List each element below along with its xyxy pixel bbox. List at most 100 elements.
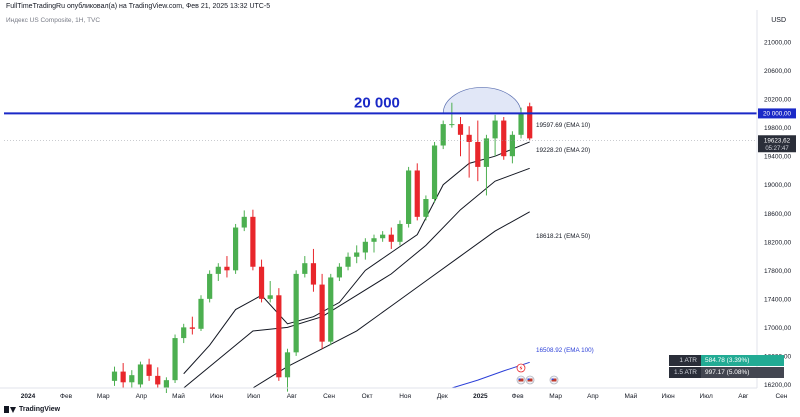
publisher-line: FullTimeTradingRu опубликовал(а) на Trad… bbox=[6, 3, 271, 10]
time-tick-label: Май bbox=[625, 392, 638, 400]
candle-body bbox=[345, 256, 351, 267]
candle-body bbox=[224, 266, 230, 271]
candle-body bbox=[267, 295, 273, 299]
tradingview-logo[interactable]: TradingView bbox=[4, 406, 60, 413]
price-tick-label: 20200,00 bbox=[764, 97, 791, 104]
candle-body bbox=[163, 380, 169, 388]
candle-body bbox=[250, 216, 256, 267]
price-tick-label: 19800,00 bbox=[764, 125, 791, 132]
candle-body bbox=[319, 284, 325, 342]
candle-body bbox=[336, 266, 342, 278]
flag-canton-icon bbox=[518, 378, 521, 380]
candle-body bbox=[371, 238, 377, 242]
atr-panel: 1 ATR 584.78 (3.39%) 1.5 ATR 997.17 (5.0… bbox=[669, 355, 784, 379]
event-icons bbox=[516, 363, 559, 385]
ema-line bbox=[451, 361, 530, 389]
atr-row: 1 ATR 584.78 (3.39%) bbox=[669, 355, 784, 366]
time-tick-label: Мар bbox=[549, 393, 562, 400]
candle-body bbox=[440, 124, 446, 146]
ema-label: 19597.69 (EMA 10) bbox=[536, 122, 590, 129]
flag-stripe-icon bbox=[551, 378, 557, 382]
ema-label: 16508.92 (EMA 100) bbox=[536, 347, 594, 354]
candle-body bbox=[276, 295, 282, 378]
candle-body bbox=[258, 266, 265, 299]
price-axis-value: 19623,62 bbox=[764, 137, 791, 144]
candle-body bbox=[233, 227, 239, 271]
time-tick-label: Июн bbox=[210, 393, 224, 400]
candle-body bbox=[466, 134, 472, 142]
time-tick-label: Апр bbox=[587, 393, 599, 400]
candle-body bbox=[293, 273, 299, 353]
candle-body bbox=[129, 375, 135, 383]
ema-label: 18618.21 (EMA 50) bbox=[536, 233, 590, 240]
time-axis[interactable]: 2024 Фев Мар Апр Май Июн Июл Авг Сен Окт Ноя Дек 202… bbox=[21, 392, 788, 400]
price-tick-label: 16200,00 bbox=[764, 382, 791, 389]
candle-body bbox=[449, 124, 455, 126]
time-tick-label: Мар bbox=[97, 393, 110, 400]
candle-body bbox=[414, 170, 420, 217]
time-tick-label: Ноя bbox=[399, 393, 411, 400]
candle-body bbox=[146, 364, 152, 376]
candle-body bbox=[501, 120, 507, 157]
candle-body bbox=[431, 145, 438, 199]
candle-body bbox=[215, 266, 221, 274]
candle-body bbox=[354, 252, 360, 257]
price-axis[interactable]: 21000,00 20600,00 20200,00 19800,00 19400,00… bbox=[0, 10, 791, 389]
candle-body bbox=[509, 134, 515, 157]
candle-body bbox=[207, 273, 213, 299]
atr-label: 1 ATR bbox=[669, 355, 701, 366]
level-axis-label: 20 000,00 bbox=[763, 111, 792, 118]
time-tick-label: Сен bbox=[323, 393, 335, 400]
candle-body bbox=[284, 352, 291, 378]
time-tick-label: Сен bbox=[775, 393, 787, 400]
time-tick-label: Фев bbox=[512, 393, 525, 400]
candle-body bbox=[181, 327, 187, 339]
time-tick-label: Июн bbox=[662, 393, 676, 400]
candle-body bbox=[388, 234, 394, 242]
level-axis-tag bbox=[758, 108, 796, 119]
time-tick-label: Дек bbox=[437, 393, 448, 400]
atr-row: 1.5 ATR 997.17 (5.08%) bbox=[669, 367, 784, 378]
candle-body bbox=[137, 364, 144, 385]
candle-body bbox=[483, 138, 490, 167]
candle-body bbox=[423, 199, 429, 217]
atr-label: 1.5 ATR bbox=[669, 367, 701, 378]
time-tick-label: Авг bbox=[287, 393, 298, 400]
time-tick-label: Окт bbox=[362, 393, 373, 400]
price-tick-label: 17800,00 bbox=[764, 268, 791, 275]
time-tick-label: Июл bbox=[247, 393, 260, 400]
price-tick-label: 20600,00 bbox=[764, 68, 791, 75]
price-tick-label: 18200,00 bbox=[764, 239, 791, 246]
ema-line bbox=[252, 211, 530, 389]
time-tick-label: Апр bbox=[136, 393, 148, 400]
flag-canton-icon bbox=[527, 378, 530, 380]
ema-lines: 19597.69 (EMA 10) 19228.20 (EMA 20) 18618.… bbox=[183, 122, 594, 389]
candle-body bbox=[380, 234, 386, 239]
atr-value: 997.17 (5.08%) bbox=[701, 367, 784, 378]
price-tick-label: 19400,00 bbox=[764, 154, 791, 161]
tradingview-logo-text: TradingView bbox=[19, 406, 61, 413]
candle-body bbox=[397, 223, 403, 242]
candle-body bbox=[189, 327, 195, 329]
price-tick-label: 18600,00 bbox=[764, 211, 791, 218]
candles bbox=[111, 102, 533, 393]
time-tick-label: Фев bbox=[60, 393, 73, 400]
candle-body bbox=[111, 371, 118, 381]
price-tick-label: 17000,00 bbox=[764, 325, 791, 332]
time-tick-label: 2025 bbox=[473, 393, 488, 400]
atr-value: 584.78 (3.39%) bbox=[701, 355, 784, 366]
candle-body bbox=[155, 375, 161, 385]
flag-stripe-icon bbox=[518, 378, 524, 382]
lightning-bolt-icon bbox=[519, 365, 523, 371]
currency-label: USD bbox=[771, 17, 786, 24]
time-tick-label: Авг bbox=[738, 393, 749, 400]
candle-body bbox=[172, 338, 178, 381]
candle-body bbox=[492, 120, 498, 139]
level-line[interactable]: 20 000 20 000,00 19623,62 05:27:47 bbox=[4, 94, 796, 153]
time-tick-label: 2024 bbox=[21, 393, 36, 400]
ema-label: 19228.20 (EMA 20) bbox=[536, 147, 590, 154]
candle-body bbox=[457, 124, 464, 135]
symbol-line: Индекс US Composite, 1Н, TVC bbox=[6, 17, 101, 24]
price-tick-label: 19000,00 bbox=[764, 182, 791, 189]
